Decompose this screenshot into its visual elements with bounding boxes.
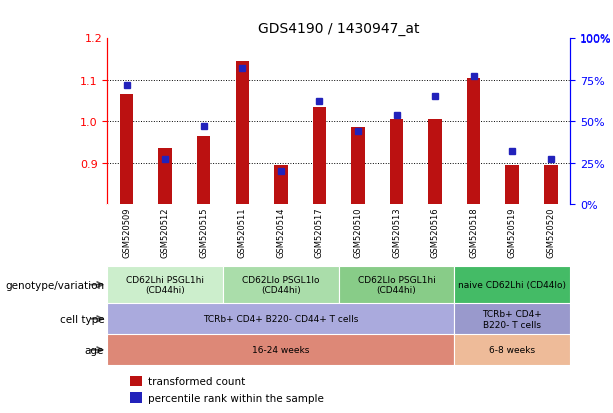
Text: genotype/variation: genotype/variation xyxy=(5,280,104,290)
Text: GSM520516: GSM520516 xyxy=(430,207,440,258)
Bar xyxy=(428,120,442,204)
Text: 6-8 weeks: 6-8 weeks xyxy=(489,346,535,354)
Bar xyxy=(223,266,339,304)
Text: GSM520512: GSM520512 xyxy=(161,207,170,258)
Text: TCRb+ CD4+
B220- T cells: TCRb+ CD4+ B220- T cells xyxy=(482,309,542,329)
Text: GSM520514: GSM520514 xyxy=(276,207,285,258)
Text: 16-24 weeks: 16-24 weeks xyxy=(252,346,310,354)
Bar xyxy=(274,165,287,204)
Text: GSM520519: GSM520519 xyxy=(508,207,517,258)
Bar xyxy=(235,62,249,204)
Text: transformed count: transformed count xyxy=(148,376,246,386)
Bar xyxy=(351,128,365,204)
Text: CD62Lhi PSGL1hi
(CD44hi): CD62Lhi PSGL1hi (CD44hi) xyxy=(126,275,204,294)
Text: GSM520509: GSM520509 xyxy=(122,207,131,258)
Bar xyxy=(107,266,223,304)
Bar xyxy=(107,335,454,366)
Text: GSM520513: GSM520513 xyxy=(392,207,401,258)
Bar xyxy=(454,304,570,335)
Text: age: age xyxy=(85,345,104,355)
Bar xyxy=(454,266,570,304)
Bar xyxy=(313,107,326,204)
Bar xyxy=(158,149,172,204)
Bar xyxy=(506,165,519,204)
Bar xyxy=(339,266,454,304)
Text: CD62Llo PSGL1lo
(CD44hi): CD62Llo PSGL1lo (CD44hi) xyxy=(242,275,319,294)
Text: GSM520511: GSM520511 xyxy=(238,207,247,258)
Text: GSM520515: GSM520515 xyxy=(199,207,208,258)
Text: CD62Llo PSGL1hi
(CD44hi): CD62Llo PSGL1hi (CD44hi) xyxy=(357,275,435,294)
Text: TCRb+ CD4+ B220- CD44+ T cells: TCRb+ CD4+ B220- CD44+ T cells xyxy=(203,315,359,323)
Bar xyxy=(390,120,403,204)
Text: 1.2: 1.2 xyxy=(85,34,102,44)
Text: GSM520518: GSM520518 xyxy=(469,207,478,258)
Bar xyxy=(197,136,210,204)
Bar xyxy=(107,304,454,335)
Bar xyxy=(131,376,142,386)
Bar xyxy=(131,392,142,403)
Bar xyxy=(467,78,481,204)
Bar xyxy=(454,335,570,366)
Text: cell type: cell type xyxy=(59,314,104,324)
Text: GSM520517: GSM520517 xyxy=(315,207,324,258)
Text: 100%: 100% xyxy=(579,34,611,44)
Text: percentile rank within the sample: percentile rank within the sample xyxy=(148,393,324,403)
Bar xyxy=(544,165,558,204)
Text: GSM520520: GSM520520 xyxy=(546,207,555,258)
Text: GSM520510: GSM520510 xyxy=(354,207,362,258)
Title: GDS4190 / 1430947_at: GDS4190 / 1430947_at xyxy=(258,21,419,36)
Text: naive CD62Lhi (CD44lo): naive CD62Lhi (CD44lo) xyxy=(459,280,566,290)
Bar xyxy=(120,95,133,204)
